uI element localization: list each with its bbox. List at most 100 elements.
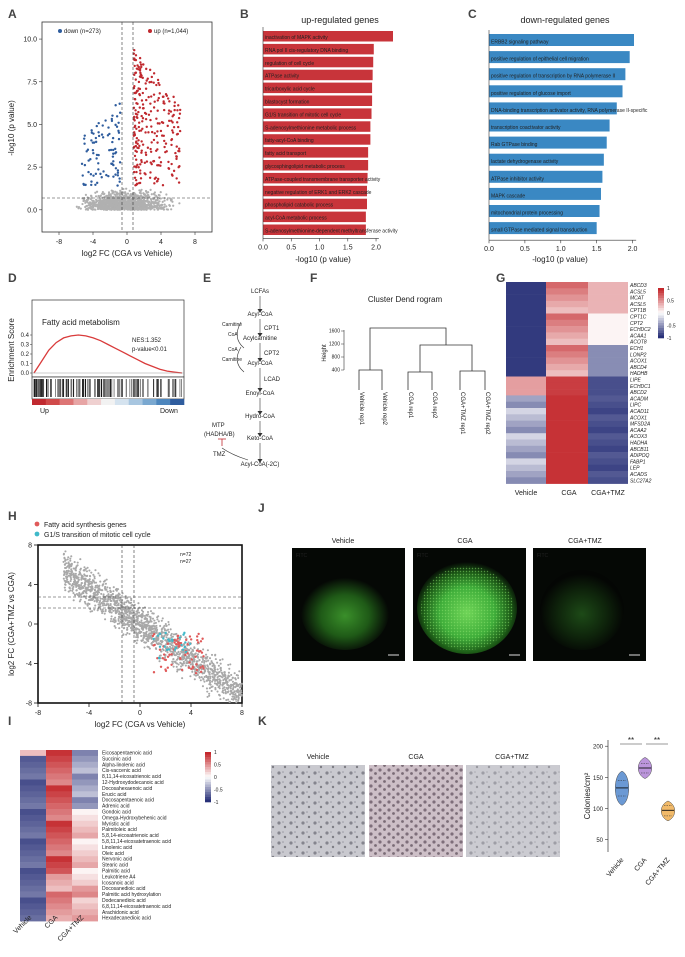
volcano-point-ns [165,205,168,208]
j-header-cgatmz: CGA+TMZ [568,538,602,545]
volcano-xticks: -8 -4 0 4 8 [56,232,197,246]
volcano-point-up [134,109,137,112]
up-bar [263,43,374,55]
metabolite-heat-cell [46,879,72,886]
scatter-point-bg [207,659,210,662]
volcano-point-ns [101,203,104,206]
volcano-point-ns [101,190,104,194]
volcano-point-down [115,115,119,118]
volcano-point-up [140,149,143,152]
volcano-point-up [155,83,158,87]
volcano-point-up [144,117,148,121]
panel-letter-i: I [8,714,11,728]
scatter-point-bg [119,596,122,599]
metabolite-heat-cell [20,903,46,910]
scatter-point-bg [135,642,138,645]
scatter-point-bg [65,576,68,580]
scatter-point-bg [229,687,232,690]
metabolite-scale-cell [205,772,211,775]
scatter-point-bg [106,600,109,603]
metabolite-heat-cell [20,868,46,875]
volcano-point-up [135,89,139,93]
down-bar [489,205,600,217]
gene-heat-cell [546,452,588,459]
volcano-point-ns [123,201,126,204]
scatter-point-bg [96,609,99,612]
scatter-point-bg [90,588,93,591]
scatter-point-bg [97,590,100,593]
gene-heat-cell [506,351,546,358]
scatter-point-bg [210,660,213,663]
scatter-point-bg [103,604,107,607]
volcano-point-ns [115,203,118,207]
metabolite-scale-cell [205,787,211,790]
gene-heat-cell [588,300,628,308]
metabolite-heat-cell [20,809,46,816]
gene-heat-cell [588,471,628,478]
gene-heat-cell [588,401,628,409]
metabolite-row-label: Icosanoic acid [102,880,134,886]
volcano-point-up [139,163,142,166]
up-bar-label: regulation of cell cycle [265,61,314,67]
k-img-vehicle-colonies [271,765,365,857]
volcano-point-up [166,124,169,128]
scatter-point-bg [198,671,201,674]
scatter-point-bg [64,583,67,586]
scatter-ytick-label: 0 [28,622,32,629]
scatter-xticks: -8 -4 0 4 8 [35,703,244,717]
scatter-point-bg [150,625,153,628]
gene-heat-cell [588,414,628,421]
down-bar-label: positive regulation of glucose import [491,91,571,97]
volcano-point-ns [84,201,87,204]
scatter-point-bg [149,610,153,613]
volcano-point-down [112,160,115,163]
scatter-threshold-lines [38,545,242,703]
metabolite-row-label: Docosapentaenoic acid [102,798,154,804]
metabolite-row-label: 12-Hydroxydodecanoic acid [102,780,164,786]
volcano-point-up [155,180,159,183]
metabolite-heat-cell [72,820,98,827]
volcano-point-down [83,134,86,137]
scatter-point-bg [103,612,106,615]
volcano-point-up [171,121,174,124]
scatter-point-g1s [156,634,160,637]
scatter-point-bg [235,682,238,685]
scatter-point-bg [171,635,174,638]
metabolite-heat-cell [72,761,98,768]
scatter-point-bg [238,670,241,673]
scatter-point-fatty [159,665,163,668]
scatter-point-bg [235,696,238,699]
scatter-point-bg [193,653,197,656]
gene-heat-cell [506,439,546,447]
gsea-up-label: Up [40,408,49,415]
down-bar-label: transcription coactivator activity [491,125,561,131]
volcano-point-ns [118,206,121,209]
volcano-point-up [163,139,166,143]
volcano-point-up [145,160,149,163]
gene-heat-cell [546,282,588,289]
metabolite-scale-cell [205,799,211,803]
scatter-point-bg [87,584,90,587]
gene-heat-cell [546,351,588,358]
volcano-point-up [152,106,156,109]
volcano-point-up [141,116,145,120]
volcano-point-ns [88,202,91,205]
metabolite-row-label: Docosahexaenoic acid [102,786,153,792]
scatter-point-bg [140,639,143,642]
volcano-point-ns [134,205,137,208]
scatter-point-bg [98,574,101,577]
scatter-point-bg [123,601,126,604]
dendrogram-title: Cluster Dend rogram [368,295,443,304]
panel-letter-a: A [8,7,17,21]
scatter-point-bg [144,632,148,635]
scatter-point-bg [145,626,148,629]
volcano-point-ns [125,201,129,204]
pathway-node-acylcarnitine: Acylcarnitine [243,336,278,342]
scatter-point-bg [131,609,134,612]
scatter-point-bg [117,615,121,618]
up-bar-label: fatty acid transport [265,151,307,157]
panel-letter-k: K [258,714,267,728]
volcano-point-up [158,122,161,125]
down-bar-label: MAPK cascade [491,193,525,199]
gsea-ramp-cell [142,399,157,405]
